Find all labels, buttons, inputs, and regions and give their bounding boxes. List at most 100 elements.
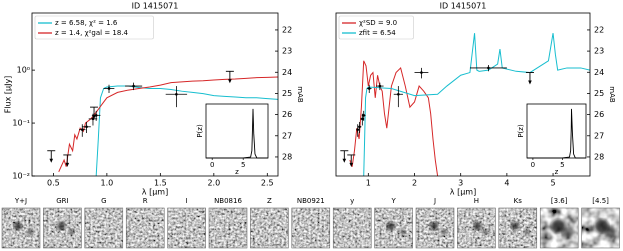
thumbnail (209, 208, 247, 248)
chart-title: ID 1415071 (440, 2, 487, 11)
upper-limit-arrow (49, 158, 54, 163)
inset-y-label: P(z) (517, 124, 525, 138)
y2-tick-label: 24 (594, 68, 604, 77)
thumbnail-label: Ks (514, 197, 523, 205)
pz-line (206, 108, 268, 159)
thumbnail (84, 208, 123, 248)
y2-tick-label: 27 (594, 131, 604, 140)
upper-limit-arrow (228, 79, 232, 84)
x-tick-label: 2 (412, 179, 417, 188)
photometry-point (80, 128, 84, 131)
thumbnail (333, 208, 372, 248)
source-blob (551, 219, 566, 233)
photometry-point (91, 117, 95, 121)
upper-limit-arrow (342, 158, 347, 163)
x-tick-label: 4 (504, 179, 509, 188)
thumbnail-frame (539, 207, 579, 249)
x-tick-label: 1 (366, 179, 371, 188)
y-tick-label: 10⁻² (12, 172, 30, 181)
plot-area (340, 33, 590, 176)
y2-axis-label: mAB (608, 86, 616, 103)
inset-y-label: P(z) (196, 124, 204, 138)
inset-x-tick-label: 0 (210, 161, 214, 169)
thumbnail-label: H (474, 197, 479, 205)
thumbnail-label: [4.5] (592, 197, 609, 205)
thumbnail-image (291, 208, 330, 248)
thumbnail-image (84, 208, 123, 248)
source-blob (441, 229, 447, 235)
photometry-point (358, 125, 361, 129)
thumbnail-label: NB0921 (297, 197, 325, 205)
y-tick-label: 10⁰ (17, 66, 30, 75)
source-blob (510, 222, 519, 230)
x-tick-label: 1.0 (101, 179, 114, 188)
thumbnail-label: GRI (56, 197, 68, 205)
photometry-point (132, 84, 135, 88)
thumbnail-frame (291, 207, 331, 249)
y2-tick-label: 24 (282, 68, 292, 77)
inset-x-tick-label: 0 (531, 161, 535, 169)
source-blob (482, 229, 489, 235)
photometry-point (356, 128, 360, 131)
plot-frame (335, 12, 591, 177)
chart-title: ID 1415071 (132, 2, 179, 11)
thumbnail-label: J (433, 197, 436, 205)
upper-limit-arrow (92, 115, 96, 120)
y2-axis-label: mAB (296, 86, 304, 103)
spectrum-line (58, 76, 278, 173)
thumbnail-frame (581, 207, 620, 249)
legend-box (34, 15, 154, 40)
legend-box (338, 15, 414, 40)
source-blob (473, 222, 482, 230)
upper-limit-arrow (65, 162, 70, 167)
thumbnail-label: y (350, 197, 354, 205)
thumbnail-image (250, 208, 289, 248)
spectrum-line (363, 33, 590, 176)
y2-tick-label: 27 (282, 131, 292, 140)
thumbnail (581, 208, 620, 248)
y2-tick-label: 25 (594, 89, 604, 98)
y2-tick-label: 22 (594, 25, 604, 34)
thumbnail (416, 208, 454, 248)
thumbnail-label: Y (390, 197, 396, 205)
photometry-point (94, 114, 98, 117)
inset-frame (205, 103, 269, 159)
thumbnail (498, 208, 537, 248)
source-blob (603, 226, 616, 238)
thumbnail-label: Y+J (14, 197, 27, 205)
thumbnail-image (126, 208, 165, 248)
y2-tick-label: 25 (282, 89, 292, 98)
panel: ID 1415071 0.5 1.0 1.5 2.0 2.5 λ [μm] 10⁻² 10⁻¹ 1… (4, 2, 305, 197)
y-tick-label: 10⁻¹ (12, 119, 30, 128)
thumbnail-frame (457, 207, 496, 249)
thumbnail-label: NB0816 (214, 197, 242, 205)
thumbnail-image (167, 208, 206, 248)
thumbnail-image (333, 208, 372, 248)
spectrum-line (95, 85, 278, 176)
thumbnail (540, 208, 579, 248)
thumbnail-frame (167, 207, 206, 249)
photometry-point (420, 71, 423, 74)
source-blob (523, 229, 530, 235)
photometry-point (107, 87, 111, 90)
y2-tick-label: 28 (594, 152, 604, 161)
thumbnail (2, 208, 40, 248)
thumbnail-frame (498, 207, 538, 249)
inset-x-label: z (235, 168, 239, 176)
photometry-point (362, 114, 366, 117)
inset-x-tick-label: 5 (560, 161, 564, 169)
photometry-point (378, 84, 382, 88)
source-blob (57, 222, 66, 230)
y2-tick-label: 23 (594, 47, 604, 56)
photometry-point (85, 125, 88, 129)
source-blob (399, 229, 406, 235)
thumbnail-label: I (186, 197, 188, 205)
thumbnail-frame (415, 207, 455, 249)
inset-frame (526, 103, 587, 159)
inset-x-tick-label: 5 (241, 161, 245, 169)
spectrum-line (349, 60, 439, 176)
x-tick-label: 3 (458, 179, 463, 188)
